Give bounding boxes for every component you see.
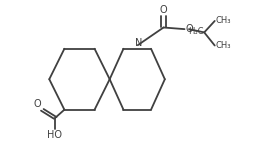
Text: O: O	[33, 99, 41, 109]
Text: H₃C: H₃C	[188, 27, 204, 36]
Text: CH₃: CH₃	[215, 16, 231, 25]
Text: CH₃: CH₃	[215, 41, 231, 50]
Text: O: O	[186, 24, 194, 34]
Text: HO: HO	[47, 130, 62, 140]
Text: N: N	[135, 38, 142, 48]
Text: O: O	[160, 5, 167, 15]
